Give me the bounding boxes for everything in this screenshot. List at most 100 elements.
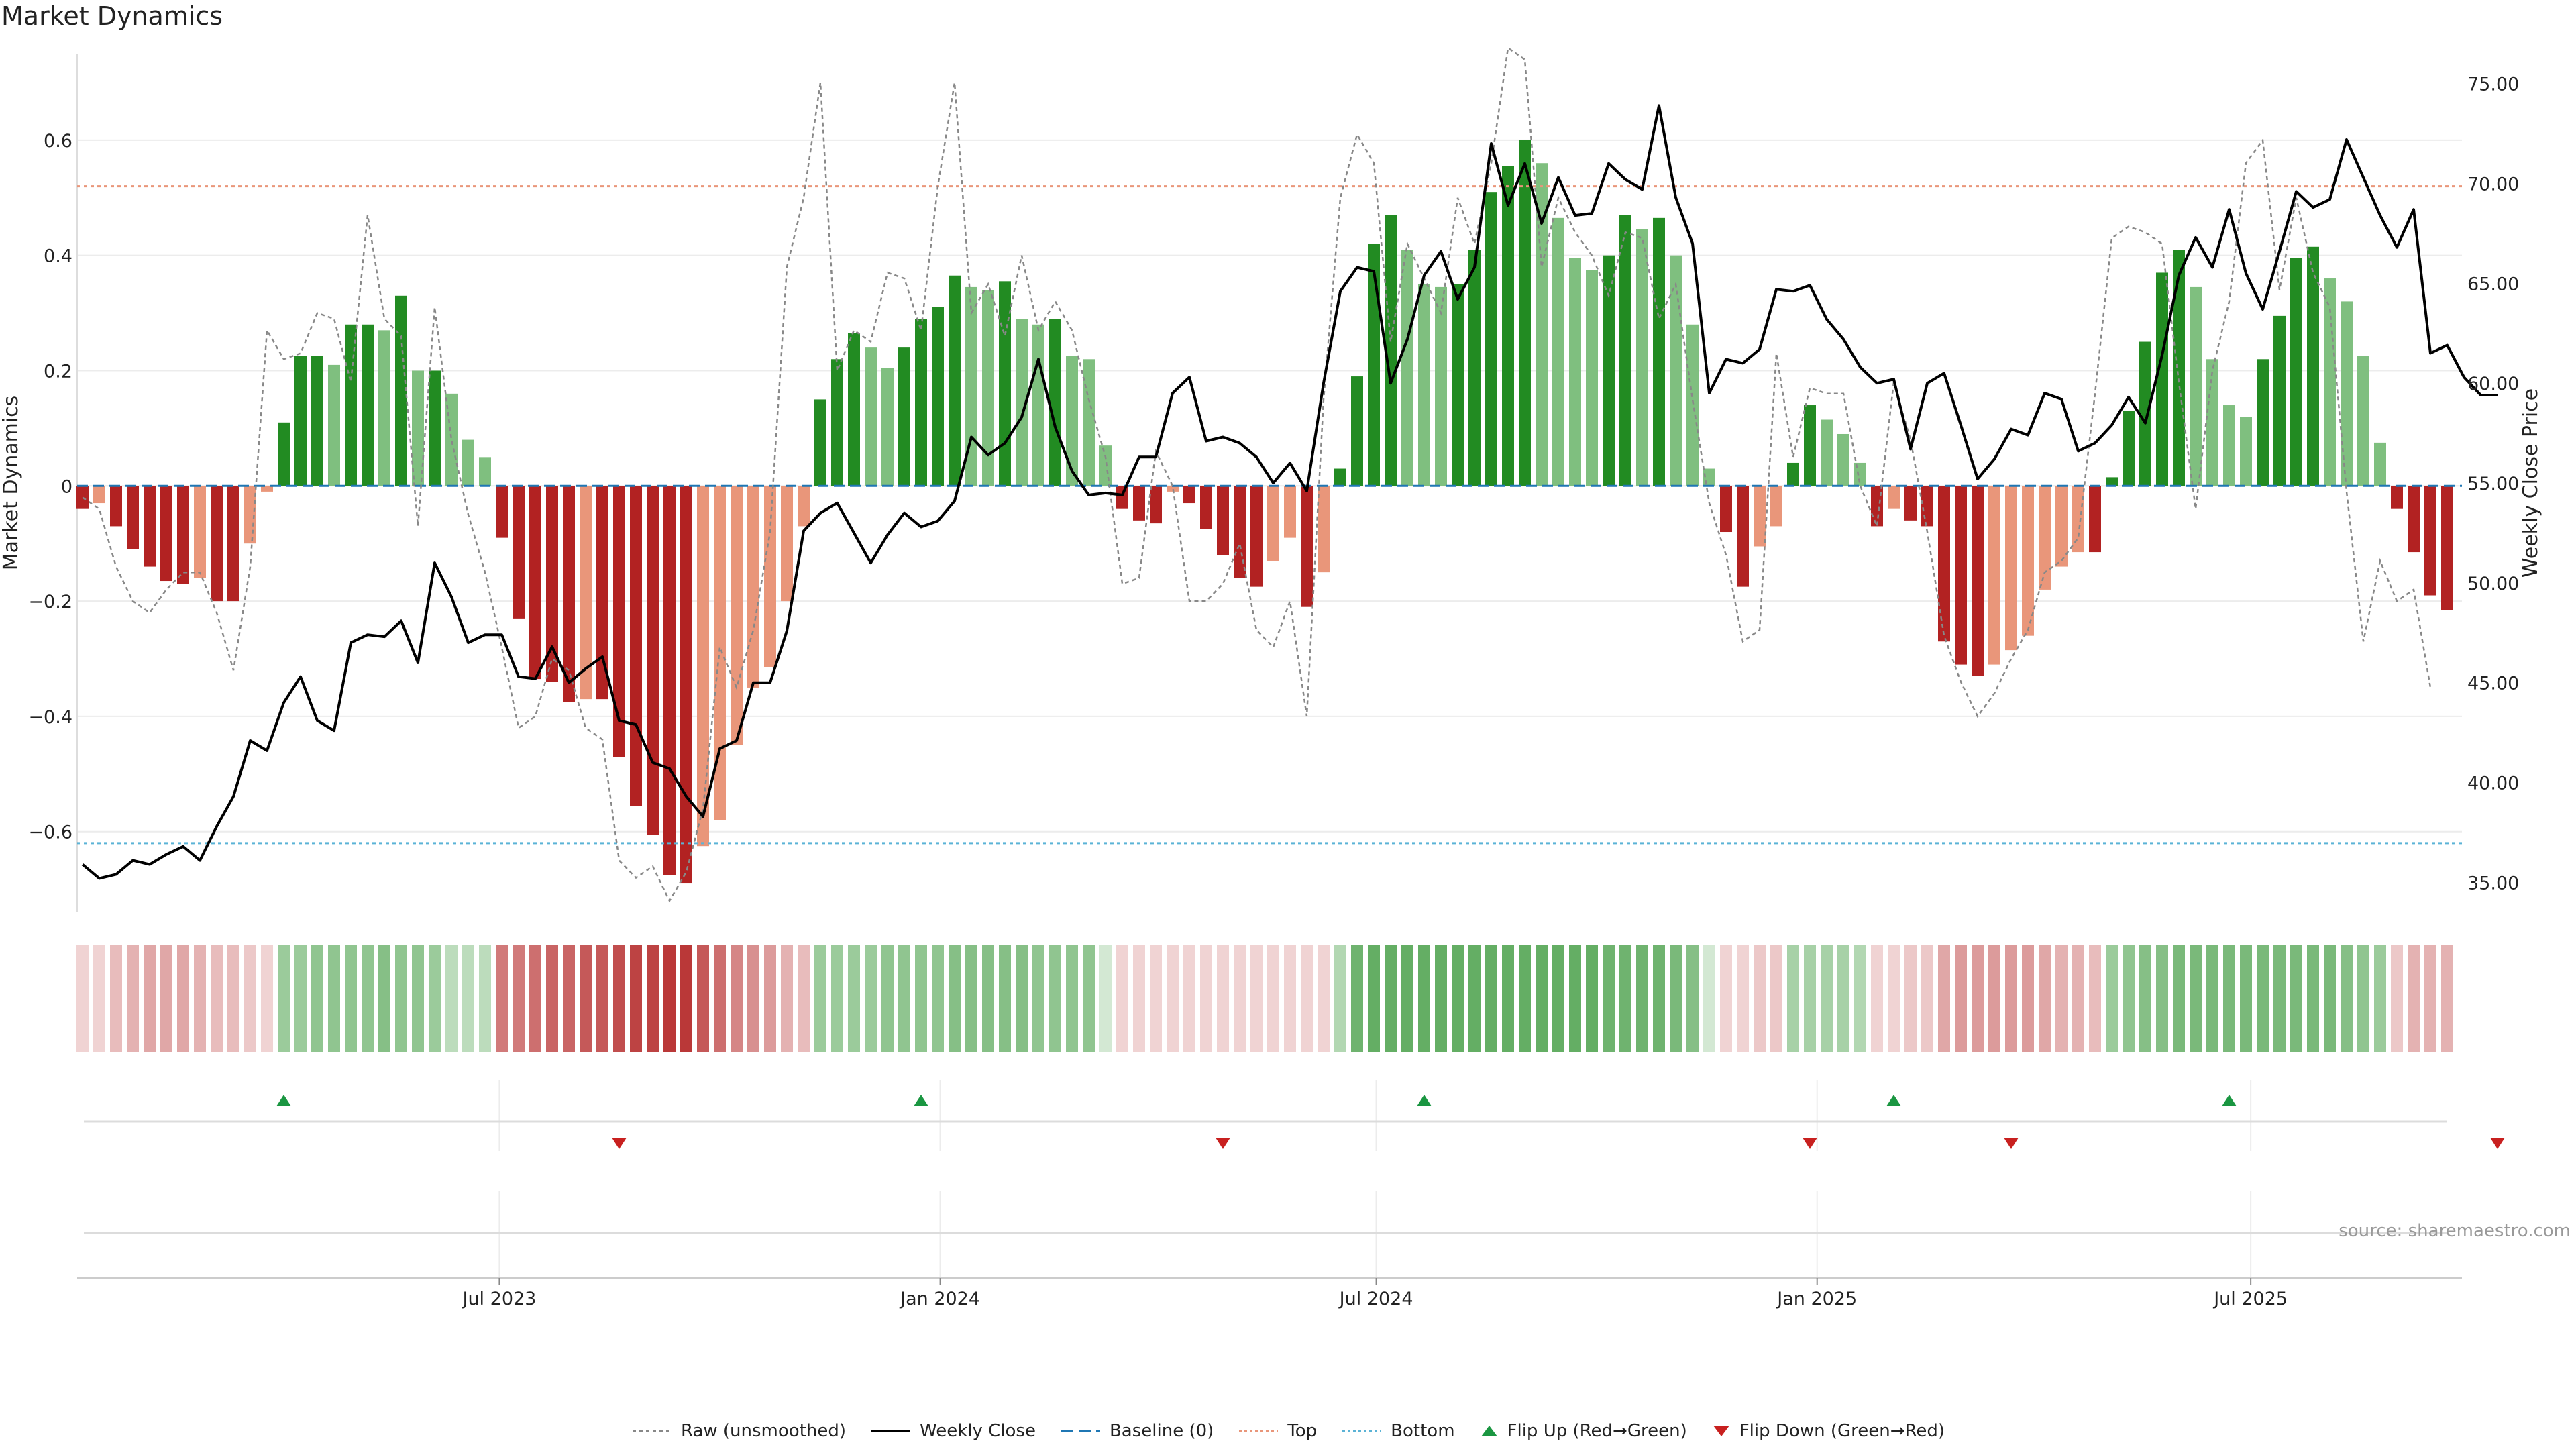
heat-cell: [2022, 945, 2034, 1052]
heat-cell: [1519, 945, 1531, 1052]
heat-cell: [1904, 945, 1917, 1052]
heat-cell: [110, 945, 122, 1052]
momentum-bar: [1485, 192, 1497, 486]
momentum-bar: [76, 486, 89, 509]
momentum-bar: [462, 439, 474, 486]
heat-cell: [294, 945, 307, 1052]
heat-cell: [1368, 945, 1380, 1052]
momentum-bar: [1552, 217, 1564, 486]
left-tick-label: 0: [61, 476, 72, 497]
momentum-bar: [2123, 411, 2135, 486]
momentum-bar: [2408, 486, 2420, 553]
momentum-bar: [1099, 445, 1112, 486]
heat-cell: [445, 945, 458, 1052]
momentum-bar: [278, 422, 290, 486]
heat-cell: [1720, 945, 1732, 1052]
heat-cell: [1536, 945, 1548, 1052]
heat-cell: [1032, 945, 1044, 1052]
momentum-bar: [965, 286, 977, 486]
momentum-bar: [1116, 486, 1128, 509]
momentum-bar: [1318, 486, 1330, 573]
momentum-bar: [580, 486, 592, 700]
heat-cell: [1167, 945, 1179, 1052]
weekly-close-line: [81, 104, 2498, 880]
momentum-bar: [1821, 419, 1833, 486]
momentum-bar: [915, 319, 927, 486]
flip-up-marker: [1417, 1095, 1432, 1106]
momentum-bar: [362, 324, 374, 486]
right-axis-label: Weekly Close Price: [2519, 388, 2542, 578]
heat-cell: [529, 945, 541, 1052]
page-title: Market Dynamics: [1, 1, 223, 31]
momentum-bar: [1670, 255, 1682, 486]
heat-cell: [194, 945, 206, 1052]
heat-cell: [1636, 945, 1648, 1052]
legend-bottom: Bottom: [1341, 1421, 1455, 1441]
heat-cell: [1452, 945, 1464, 1052]
heat-cell: [1217, 945, 1229, 1052]
momentum-bar: [1871, 486, 1883, 527]
flip-down-marker: [612, 1138, 627, 1149]
heat-cell: [1603, 945, 1615, 1052]
heat-cell: [1854, 945, 1866, 1052]
momentum-bar: [345, 324, 357, 486]
heat-cell: [1686, 945, 1699, 1052]
momentum-bar: [1334, 468, 1346, 486]
momentum-bar: [714, 486, 726, 820]
momentum-bar: [529, 486, 541, 680]
heat-cell: [2424, 945, 2436, 1052]
heat-cell: [1955, 945, 1967, 1052]
flip-up-marker: [2222, 1095, 2237, 1106]
heat-cell: [479, 945, 491, 1052]
source-note: source: sharemaestro.com: [2339, 1221, 2571, 1241]
heat-cell: [831, 945, 843, 1052]
heat-cell: [1569, 945, 1581, 1052]
momentum-bar: [1468, 250, 1481, 486]
heat-cell: [2055, 945, 2068, 1052]
left-tick-label: 0.4: [44, 246, 72, 267]
heat-cell: [814, 945, 826, 1052]
left-y-axis: −0.6 −0.4 −0.2 0 0.2 0.4 0.6: [28, 131, 72, 843]
momentum-bar: [2139, 341, 2151, 486]
heat-cell: [949, 945, 961, 1052]
heat-cell: [865, 945, 877, 1052]
left-tick-label: −0.4: [28, 707, 72, 728]
heat-cell: [2173, 945, 2185, 1052]
flip-down-marker: [1803, 1138, 1817, 1149]
momentum-bar: [1972, 486, 1984, 676]
momentum-bar: [1787, 462, 1799, 486]
heat-cell: [714, 945, 726, 1052]
momentum-bar: [244, 486, 256, 544]
momentum-bar: [1502, 166, 1514, 486]
momentum-bar: [663, 486, 676, 875]
momentum-bar: [2441, 486, 2453, 610]
right-tick-label: 45.00: [2467, 674, 2519, 694]
heat-cell: [244, 945, 256, 1052]
heat-cell: [630, 945, 642, 1052]
momentum-bar: [798, 486, 810, 527]
momentum-bar: [747, 486, 759, 688]
heat-cell: [1200, 945, 1212, 1052]
momentum-bars: [76, 140, 2453, 884]
heat-cell: [2106, 945, 2118, 1052]
heat-cell: [999, 945, 1011, 1052]
heat-cell: [915, 945, 927, 1052]
momentum-bar: [546, 486, 558, 682]
momentum-bar: [1837, 433, 1849, 486]
momentum-bar: [1217, 486, 1229, 555]
heat-cell: [1334, 945, 1346, 1052]
heat-cell: [596, 945, 608, 1052]
heat-cell: [2391, 945, 2403, 1052]
lines: [77, 46, 2498, 903]
momentum-bar: [1066, 356, 1078, 486]
legend-flip-down-label: Flip Down (Green→Red): [1739, 1421, 1945, 1441]
heat-cell: [546, 945, 558, 1052]
momentum-bar: [1720, 486, 1732, 533]
heat-cell: [2089, 945, 2101, 1052]
heat-cell: [2257, 945, 2269, 1052]
heat-cell: [1837, 945, 1849, 1052]
momentum-bar: [596, 486, 608, 700]
flip-up-marker: [1886, 1095, 1901, 1106]
momentum-bar: [144, 486, 156, 567]
